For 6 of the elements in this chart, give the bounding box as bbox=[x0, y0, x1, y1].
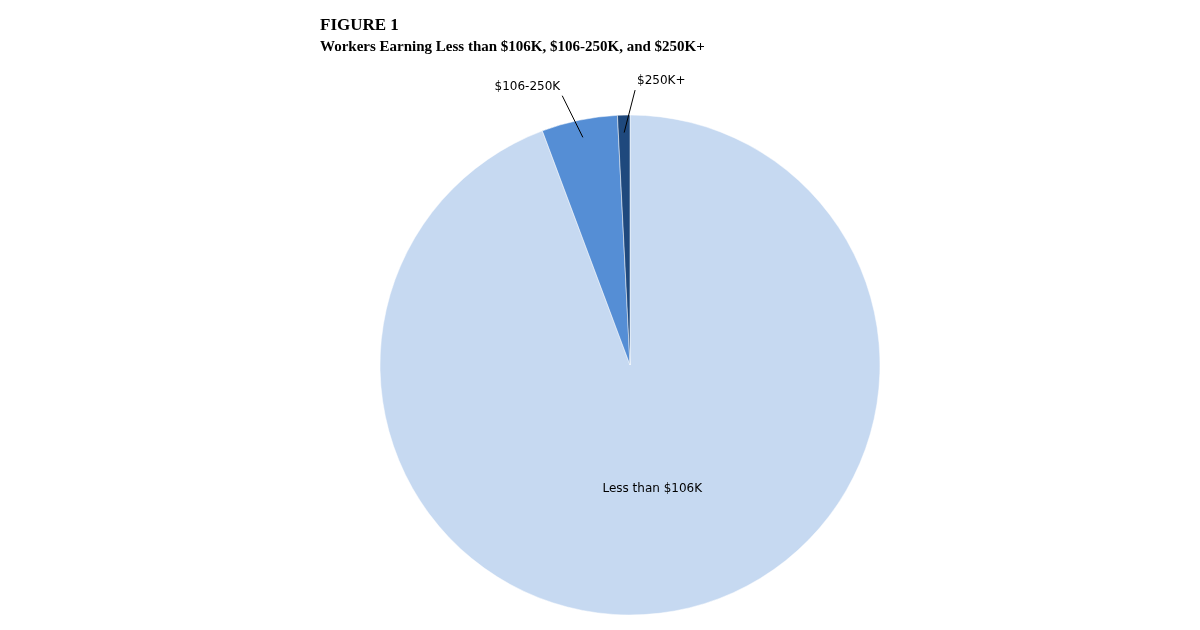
chart-subtitle: Workers Earning Less than $106K, $106-250K, and $250K+ bbox=[320, 38, 705, 54]
slice-label: $250K+ bbox=[637, 73, 686, 88]
chart-title: FIGURE 1 bbox=[320, 15, 399, 34]
slice-label: $106-250K bbox=[494, 78, 562, 93]
pie-slice bbox=[380, 114, 881, 615]
slice-label: Less than $106K bbox=[602, 480, 704, 495]
